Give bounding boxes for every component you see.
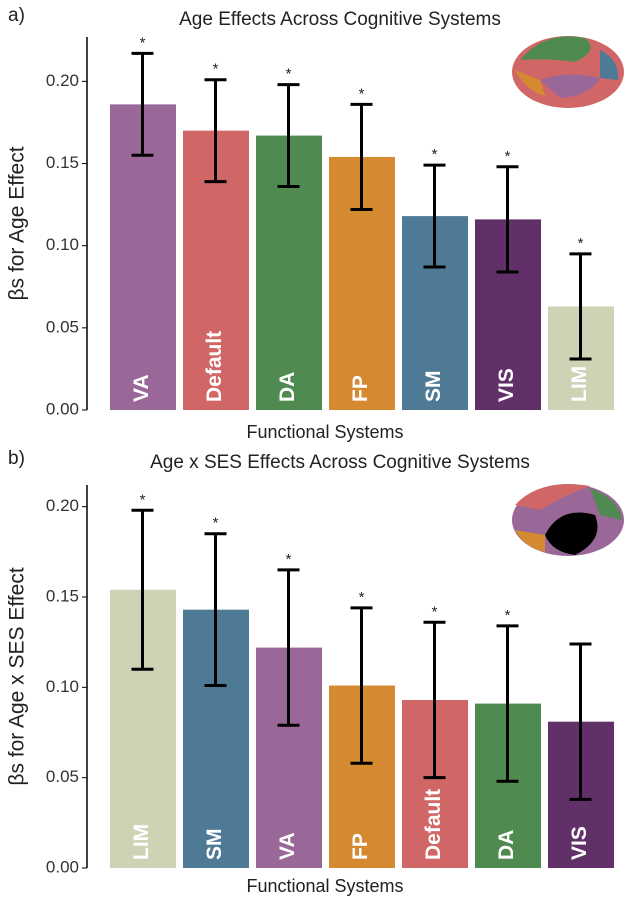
error-bar <box>569 642 592 801</box>
error-bar <box>204 532 227 688</box>
y-tick-label: 0.10 <box>46 677 79 696</box>
error-bar <box>131 508 154 671</box>
bar-label: VA <box>130 374 153 402</box>
y-tick-label: 0.15 <box>46 153 79 172</box>
significance: * <box>359 589 365 606</box>
bar-label: Default <box>422 789 445 860</box>
panel-label: a) <box>8 5 25 26</box>
significance: * <box>359 85 365 102</box>
error-bar <box>277 568 300 727</box>
y-tick-label: 0.05 <box>46 767 79 786</box>
y-tick-label: 0.05 <box>46 317 79 336</box>
bar-label: SM <box>422 371 445 403</box>
significance: * <box>213 515 219 532</box>
error-bar <box>496 165 519 274</box>
chart-title: Age Effects Across Cognitive Systems <box>179 9 501 30</box>
significance: * <box>286 551 292 568</box>
bar-label: DA <box>495 830 518 860</box>
y-tick-label: 0.10 <box>46 235 79 254</box>
error-bar <box>350 606 373 765</box>
significance: * <box>213 61 219 78</box>
bar-label: VIS <box>495 368 518 402</box>
bar-label: VIS <box>568 826 591 860</box>
y-axis-label: βs for Age Effect <box>6 146 29 300</box>
x-axis-label: Functional Systems <box>246 876 403 896</box>
y-tick-label: 0.00 <box>46 399 79 418</box>
significance: * <box>286 66 292 83</box>
brain-a <box>512 36 624 108</box>
x-axis-label: Functional Systems <box>246 422 403 442</box>
brain-b <box>512 484 624 556</box>
significance: * <box>140 491 146 508</box>
bar-label: FP <box>349 375 372 402</box>
bar-label: VA <box>276 832 299 860</box>
error-bar <box>569 252 592 361</box>
error-bar <box>204 78 227 184</box>
error-bar <box>131 51 154 157</box>
error-bar <box>350 102 373 212</box>
bar-label: SM <box>203 829 226 861</box>
error-bar <box>277 83 300 189</box>
bar-label: DA <box>276 372 299 402</box>
bar-label: LIM <box>130 824 153 860</box>
chart-title: Age x SES Effects Across Cognitive Syste… <box>150 452 530 473</box>
y-tick-label: 0.20 <box>46 496 79 515</box>
significance: * <box>432 603 438 620</box>
y-tick-label: 0.20 <box>46 71 79 90</box>
panel-label: b) <box>8 448 25 469</box>
y-tick-label: 0.00 <box>46 857 79 876</box>
error-bar <box>496 624 519 783</box>
bar-label: FP <box>349 833 372 860</box>
error-bar <box>423 620 446 780</box>
significance: * <box>505 148 511 165</box>
significance: * <box>432 146 438 163</box>
significance: * <box>140 34 146 51</box>
bar-label: LIM <box>568 366 591 402</box>
significance: * <box>505 607 511 624</box>
error-bar <box>423 163 446 269</box>
bar-label: Default <box>203 331 226 402</box>
significance: * <box>578 235 584 252</box>
y-axis-label: βs for Age x SES Effect <box>6 567 29 785</box>
y-tick-label: 0.15 <box>46 586 79 605</box>
